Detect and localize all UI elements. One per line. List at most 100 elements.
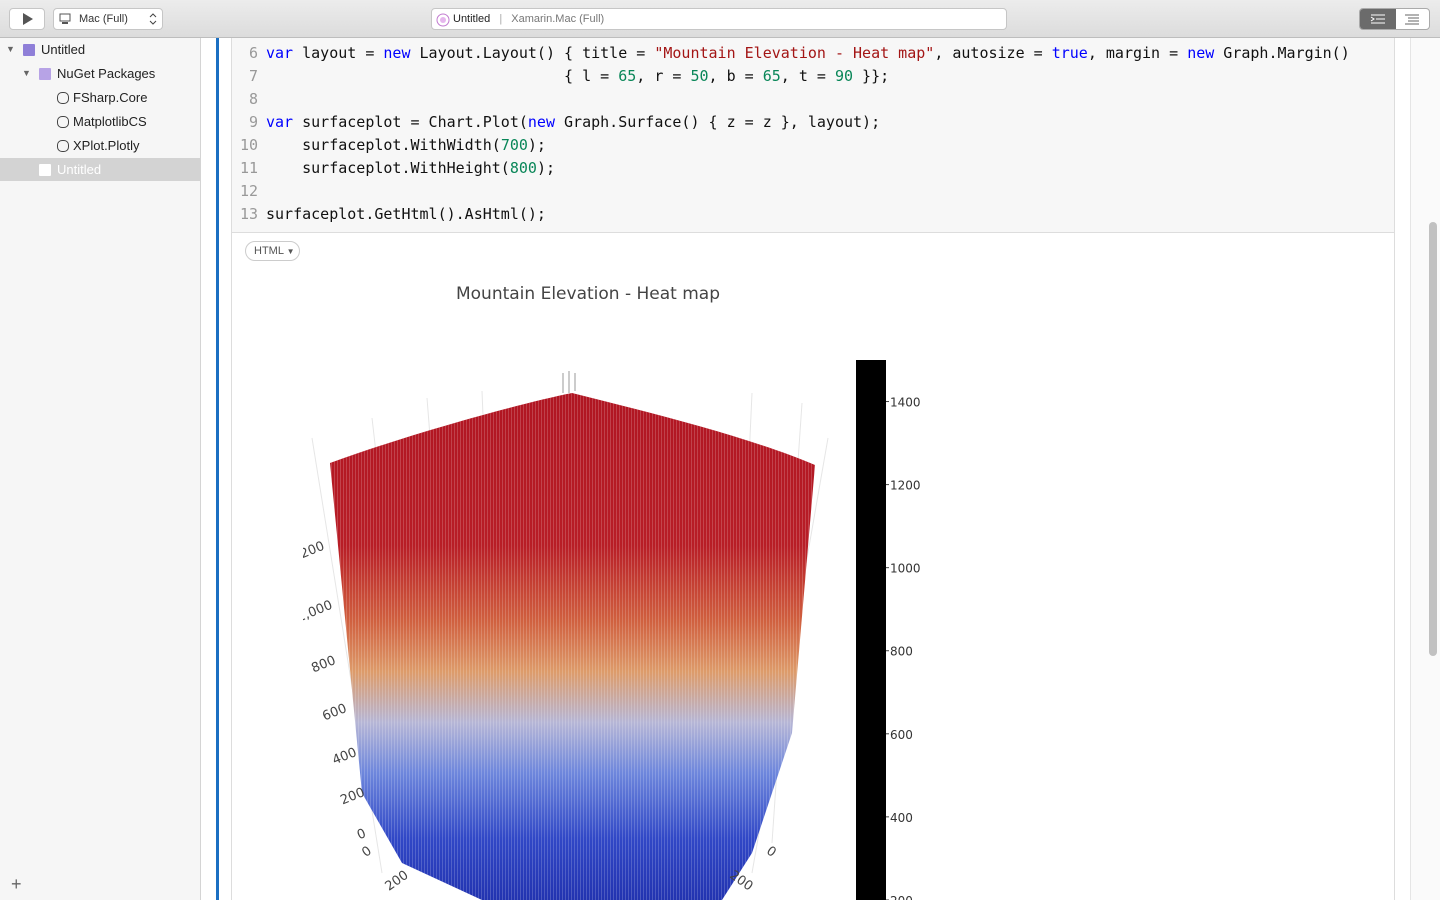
item-label: Untitled <box>57 162 102 177</box>
surface-texture <box>330 393 815 900</box>
run-button[interactable] <box>9 8 45 30</box>
line-number: 8 <box>248 90 258 108</box>
disclosure: ▼ <box>22 68 31 78</box>
code-token: ); <box>536 159 555 177</box>
code-token: true <box>1051 44 1088 62</box>
scrollbar-track <box>1410 38 1440 900</box>
code-token: "Mountain Elevation - Heat map" <box>654 44 935 62</box>
code-token: var <box>266 44 294 62</box>
code-token: Layout.Layout() { title = <box>410 44 655 62</box>
item-icon <box>39 164 51 176</box>
code-line: var surfaceplot = Chart.Plot(new Graph.S… <box>266 113 880 131</box>
colorbar-bar <box>856 360 886 900</box>
item-label: NuGet Packages <box>57 66 156 81</box>
plot-title: Mountain Elevation - Heat map <box>456 284 720 304</box>
code-token: 50 <box>690 67 709 85</box>
add-button[interactable]: + <box>11 874 22 894</box>
code-token: 65 <box>618 67 637 85</box>
code-token: 90 <box>834 67 854 85</box>
colorbar-tick-label: 600 <box>890 728 913 742</box>
code-token: , margin = <box>1087 44 1188 62</box>
code-token: ); <box>527 136 546 154</box>
cell-focus-bar <box>216 38 219 900</box>
plot: Mountain Elevation - Heat map 0 200 400 600… <box>287 284 921 900</box>
scrollbar-thumb[interactable] <box>1429 222 1437 656</box>
code-line: surfaceplot.WithHeight(800); <box>266 159 555 177</box>
code-token: Graph.Margin() <box>1214 44 1350 62</box>
disclosure: ▼ <box>6 44 15 54</box>
x-tick-label: 0 <box>359 844 374 861</box>
line-number: 9 <box>248 113 258 131</box>
format-dropdown[interactable]: HTML ▼ <box>245 241 300 261</box>
axis-edge <box>562 371 576 393</box>
format-label: HTML <box>254 245 284 257</box>
code-token: new <box>527 113 555 131</box>
document-tab: Untitled | Xamarin.Mac (Full) <box>431 8 1007 30</box>
chevron <box>149 13 157 25</box>
y-tick-label: 0 <box>763 844 778 861</box>
tab-icon <box>436 13 450 27</box>
z-tick-label: 1,000 <box>295 598 335 626</box>
tree-item[interactable]: XPlot.Plotly <box>0 134 200 157</box>
item-icon <box>23 44 35 56</box>
line-number: 6 <box>248 44 258 62</box>
colorbar-tick-label: 1200 <box>890 479 921 493</box>
tab-title: Untitled <box>453 13 491 25</box>
z-tick-label: 800 <box>309 653 338 676</box>
tree-item[interactable]: FSharp.Core <box>0 86 200 109</box>
device-icon <box>59 13 71 24</box>
item-icon <box>57 116 69 128</box>
run-icon <box>23 13 33 25</box>
code-line: surfaceplot.WithWidth(700); <box>266 136 546 154</box>
code-token: new <box>1187 44 1215 62</box>
item-label: Untitled <box>41 42 86 57</box>
item-label: XPlot.Plotly <box>73 138 140 153</box>
code-token: , b = <box>708 67 763 85</box>
colorbar: 200 400 600 800 1000 1200 1400 <box>856 360 921 900</box>
code-token: surfaceplot = Chart.Plot( <box>293 113 528 131</box>
item-icon <box>57 140 69 152</box>
item-icon <box>39 68 51 80</box>
colorbar-tick-label: 400 <box>890 811 913 825</box>
list-icon <box>1405 14 1419 25</box>
line-number: 12 <box>239 182 258 200</box>
toggle-active[interactable] <box>1360 9 1396 29</box>
code-token: layout = <box>293 44 384 62</box>
tree-item[interactable]: ▼ Untitled <box>0 38 200 61</box>
view-toggle[interactable] <box>1359 8 1430 30</box>
outline-icon <box>1370 14 1385 24</box>
z-tick-label: 600 <box>320 701 349 724</box>
z-tick-label: 400 <box>330 745 359 768</box>
sidebar: ▼ Untitled ▼ NuGet Packages FSharp.Core Matpl… <box>0 38 201 900</box>
tab-subtitle: Xamarin.Mac (Full) <box>511 13 605 25</box>
code-token: surfaceplot.GetHtml().AsHtml(); <box>266 205 546 223</box>
code-token: 65 <box>762 67 781 85</box>
code-line: var layout = new Layout.Layout() { title… <box>266 44 1350 62</box>
z-tick-label: 1,200 <box>287 539 327 567</box>
code-token: 800 <box>509 159 537 177</box>
code-line: { l = 65, r = 50, b = 65, t = 90 }}; <box>266 67 889 85</box>
code-token: surfaceplot.WithWidth( <box>266 136 501 154</box>
colorbar-tick-label: 200 <box>890 894 913 900</box>
line-number: 11 <box>239 159 258 177</box>
code-token: , r = <box>636 67 691 85</box>
colorbar-tick-label: 1400 <box>890 396 921 410</box>
item-label: MatplotlibCS <box>73 114 147 129</box>
x-tick-label: 200 <box>383 868 412 895</box>
tree-item[interactable]: Untitled <box>0 158 200 181</box>
code-token: }}; <box>853 67 890 85</box>
code-token: 700 <box>500 136 528 154</box>
item-label: FSharp.Core <box>73 90 148 105</box>
code-token: { l = <box>266 67 619 85</box>
line-number: 13 <box>239 205 258 223</box>
line-number: 7 <box>248 67 258 85</box>
tab-separator: | <box>499 13 503 25</box>
output-cell <box>231 232 1395 900</box>
target-selector[interactable]: Mac (Full) <box>53 8 163 30</box>
code-token: new <box>383 44 411 62</box>
tree-item[interactable]: MatplotlibCS <box>0 110 200 133</box>
item-icon <box>57 92 69 104</box>
code-token: Graph.Surface() { z = z }, layout); <box>555 113 881 131</box>
tree-item[interactable]: ▼ NuGet Packages <box>0 62 200 85</box>
